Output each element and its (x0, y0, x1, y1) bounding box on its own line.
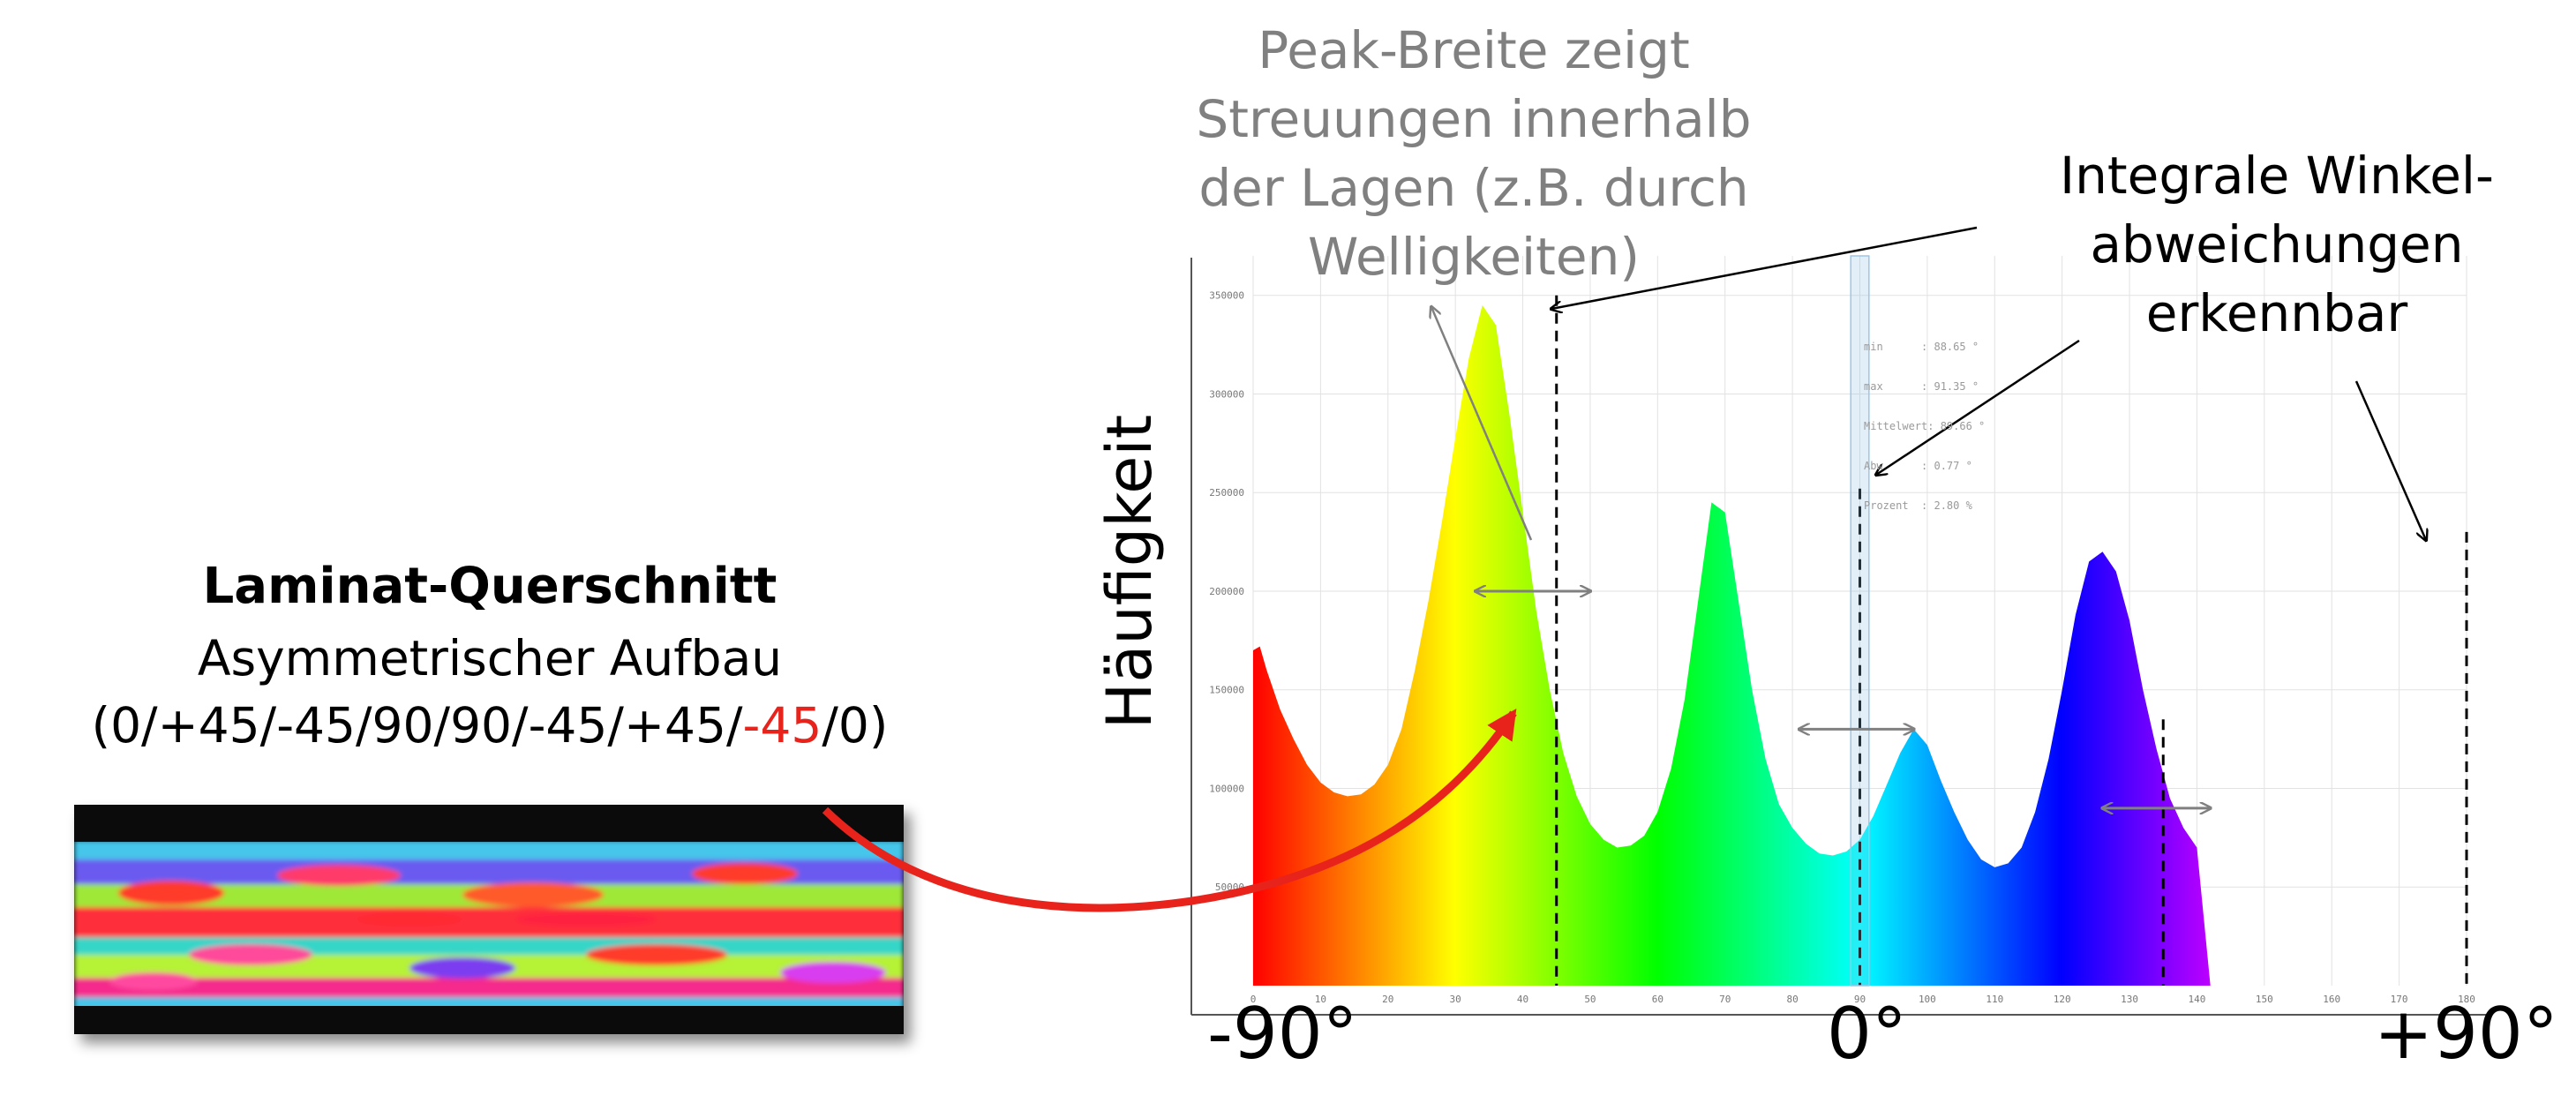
sequence-suffix: /0) (822, 697, 889, 754)
y-tick-label: 350000 (1209, 290, 1244, 302)
integral-line-1: Integrale Winkel- (2060, 146, 2494, 206)
integral-pointer-2 (1876, 339, 2080, 475)
y-tick-label: 300000 (1209, 388, 1244, 400)
x-tick-label: 20 (1382, 994, 1393, 1005)
selection-band (1850, 255, 1870, 987)
laminate-sequence: (0/+45/-45/90/90/-45/+45/-45/0) (71, 697, 909, 754)
x-tick-label: 160 (2323, 994, 2340, 1005)
x-tick-label: 70 (1719, 994, 1731, 1005)
x-tick-label: 60 (1652, 994, 1664, 1005)
y-axis-label: Häufigkeit (1093, 414, 1166, 730)
x-tick-label: 80 (1786, 994, 1798, 1005)
x-tick-label: 120 (2054, 994, 2071, 1005)
x-tick-label: 0 (1250, 994, 1257, 1005)
laminate-subtitle: Asymmetrischer Aufbau (197, 630, 783, 687)
integral-line-3: erkennbar (2145, 283, 2408, 343)
integral-pointer-3 (2354, 380, 2426, 540)
y-tick-label: 100000 (1209, 783, 1244, 794)
laminate-micrograph-image (74, 805, 904, 1034)
peak-width-pointer (1431, 307, 1533, 541)
peak-width-line-3: der Lagen (z.B. durch (1198, 158, 1749, 218)
stats-box: min : 88.65 ° max : 91.35 ° Mittelwert: … (1864, 314, 1985, 526)
micrograph-svg (74, 805, 904, 1034)
chart-axes (1190, 258, 2489, 1016)
x-tick-label: 50 (1584, 994, 1596, 1005)
x-tick-label: 90 (1854, 994, 1866, 1005)
big-tick-zero: 0° (1827, 993, 1907, 1075)
x-tick-label: 30 (1450, 994, 1461, 1005)
sequence-highlight: -45 (742, 697, 822, 754)
stats-line-min: min : 88.65 ° (1864, 341, 1979, 353)
x-tick-label: 140 (2189, 994, 2206, 1005)
peak-width-line-1: Peak-Breite zeigt (1258, 20, 1690, 80)
y-tick-label: 200000 (1209, 586, 1244, 597)
peak-width-line-2: Streuungen innerhalb (1196, 89, 1752, 149)
x-tick-label: 110 (1986, 994, 2003, 1005)
stats-line-mean: Mittelwert: 89.66 ° (1864, 420, 1986, 432)
integral-pointer-1 (1551, 226, 1978, 309)
peak-width-annotation: Peak-Breite zeigt Streuungen innerhalb d… (1138, 16, 1809, 291)
x-tick-label: 150 (2256, 994, 2273, 1005)
chart-tick-labels: 0 10 20 30 40 50 60 70 80 90 100 110 120 130 140 150 160… (1209, 290, 2475, 1005)
big-tick-plus90: +90° (2374, 993, 2558, 1075)
integral-annotation: Integrale Winkel- abweichungen erkennbar (2003, 141, 2550, 348)
integral-line-2: abweichungen (2090, 214, 2464, 274)
red-link-arrow (822, 709, 1517, 912)
stats-line-percent: Prozent : 2.80 % (1864, 499, 1972, 512)
x-tick-label: 130 (2121, 994, 2138, 1005)
stats-line-dev: Abw : 0.77 ° (1864, 460, 1972, 472)
x-tick-label: 180 (2458, 994, 2475, 1005)
y-tick-label: 250000 (1209, 487, 1244, 499)
big-tick-minus90: -90° (1207, 993, 1358, 1075)
x-tick-label: 100 (1919, 994, 1936, 1005)
sequence-prefix: (0/+45/-45/90/90/-45/+45/ (91, 697, 743, 754)
x-tick-label: 40 (1517, 994, 1528, 1005)
stats-line-max: max : 91.35 ° (1864, 380, 1979, 393)
laminate-title: Laminat-Querschnitt (202, 558, 777, 615)
chart-overlay (822, 226, 2468, 987)
peak-width-line-4: Welligkeiten) (1308, 227, 1640, 287)
y-tick-label: 150000 (1209, 685, 1244, 696)
x-tick-label: 10 (1315, 994, 1326, 1005)
x-tick-label: 170 (2391, 994, 2408, 1005)
